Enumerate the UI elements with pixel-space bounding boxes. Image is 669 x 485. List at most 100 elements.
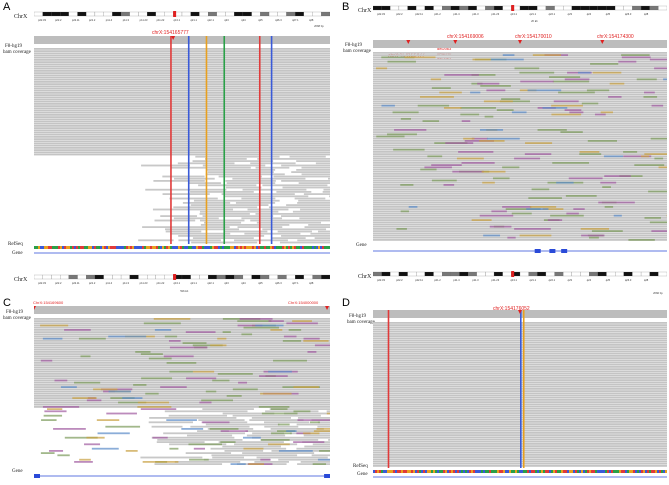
refseq-base [304,246,306,249]
mismatch-block [542,208,564,210]
refseq-base [194,246,196,249]
ideogram-band [398,271,408,277]
mismatch-block [524,153,552,155]
refseq-base [657,470,659,473]
refseq-base [206,246,208,249]
refseq-base [122,246,124,249]
mismatch-block [609,82,625,85]
read [203,221,242,224]
read [373,190,667,193]
mismatch-block [64,329,91,331]
ideogram-band [563,271,572,277]
read [249,419,304,421]
mismatch-block [613,214,622,217]
read [256,456,328,459]
mismatch-block [404,56,436,59]
read [34,368,330,371]
band-label: q21.1 [530,278,537,282]
read [198,184,257,187]
refseq-base [589,470,591,473]
band-label: q25 [258,281,263,285]
read [34,373,330,375]
mismatch-block [74,461,93,463]
mismatch-block [531,188,550,191]
refseq-base [292,246,294,249]
mismatch-block [53,428,86,430]
read [198,419,245,421]
sample-label: F8-hg19 [6,310,23,315]
refseq-base [549,470,551,473]
ideogram-band [606,271,616,277]
mismatch-block [122,397,143,399]
mismatch-block [551,104,583,107]
refseq-base [112,246,114,249]
breakpoint-arrow [325,306,330,310]
mismatch-block [654,67,667,70]
band-label: q23 [224,18,229,22]
read [318,230,330,233]
refseq-base [603,470,605,473]
mismatch-block [603,155,624,158]
mismatch-block [153,318,191,320]
refseq-base [186,246,188,249]
refseq-base [373,470,375,473]
refseq-base [268,246,270,249]
read [373,173,667,175]
mismatch-block [192,370,215,373]
read [34,320,330,322]
ideogram-band [303,274,313,280]
ideogram: p22.33 p22.2 p22.11 p21.2 p11.4 p11.3 p11.23 q1… [373,5,667,17]
refseq-base [531,470,533,473]
ideogram-band [571,271,581,277]
gene-label: Gene [12,251,23,256]
mismatch-block [248,463,264,465]
mismatch-block [303,340,329,342]
read [34,337,330,340]
mismatch-block [199,401,212,404]
read [323,188,330,191]
read [34,348,330,351]
mismatch-block [375,67,388,70]
read [303,193,330,195]
mismatch-block [381,104,395,107]
read [373,181,667,184]
read [34,388,330,391]
refseq-base [294,246,296,249]
refseq-base [180,246,182,249]
refseq-base [591,470,593,473]
mismatch-block [431,87,451,89]
refseq-base [615,470,617,473]
refseq-base [86,246,88,249]
read [34,353,330,355]
gene-exon [324,474,330,478]
mismatch-block [623,155,652,158]
refseq-base [585,470,587,473]
refseq-base [96,246,98,249]
refseq-base [659,470,661,473]
refseq-base [647,470,649,473]
mismatch-block [307,351,317,353]
refseq-base [569,470,571,473]
ideogram-band [103,274,113,280]
refseq-base [411,470,413,473]
read [373,52,667,54]
mismatch-block [393,148,425,151]
refseq-base [565,470,567,473]
refseq-base [597,470,599,473]
read [373,56,667,59]
band-label: q23 [568,278,573,282]
read [282,186,330,189]
band-label: p11.4 [106,18,113,22]
read [163,432,246,435]
refseq-base [82,246,84,249]
mismatch-block [400,118,411,120]
mismatch-block [592,71,622,74]
coverage-label: bam coverage [3,316,31,321]
ideogram-band [51,274,61,280]
mismatch-block [230,463,246,465]
band-label: p22.11 [72,281,80,285]
refseq-base [310,246,312,249]
mismatch-block [78,337,106,340]
ideogram-band [68,11,78,17]
ideogram-band [433,5,443,11]
